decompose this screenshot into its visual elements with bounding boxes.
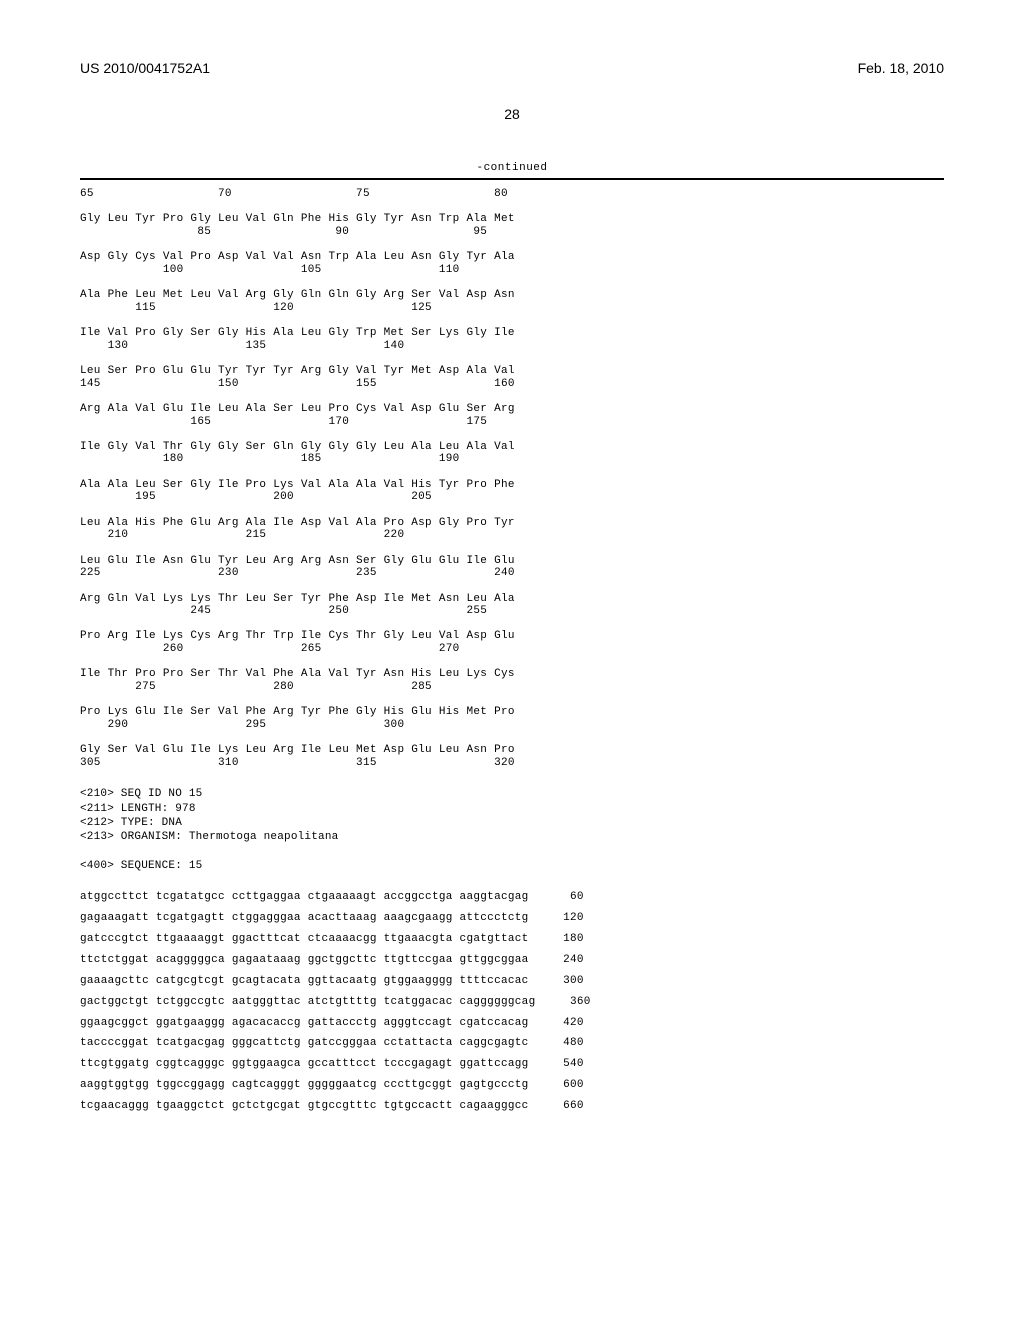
publication-number: US 2010/0041752A1 xyxy=(80,60,210,76)
continued-label: -continued xyxy=(80,162,944,174)
blank-row xyxy=(80,390,944,403)
position-row: 145 150 155 160 xyxy=(80,378,944,391)
amino-acid-row: Arg Ala Val Glu Ile Leu Ala Ser Leu Pro … xyxy=(80,403,944,416)
divider xyxy=(80,178,944,180)
position-row: 195 200 205 xyxy=(80,491,944,504)
position-row: 225 230 235 240 xyxy=(80,567,944,580)
position-row: 85 90 95 xyxy=(80,226,944,239)
position-row: 260 265 270 xyxy=(80,643,944,656)
position-row: 180 185 190 xyxy=(80,453,944,466)
dna-row: aaggtggtgg tggccggagg cagtcagggt gggggaa… xyxy=(80,1075,944,1096)
position-row: 275 280 285 xyxy=(80,681,944,694)
position-row-first: 65 70 75 80 xyxy=(80,188,944,201)
blank-row xyxy=(80,618,944,631)
publication-date: Feb. 18, 2010 xyxy=(858,60,944,76)
blank-row xyxy=(80,466,944,479)
dna-row: ttctctggat acagggggca gagaataaag ggctggc… xyxy=(80,950,944,971)
blank-row xyxy=(80,314,944,327)
blank-row xyxy=(80,428,944,441)
amino-acid-row: Leu Ala His Phe Glu Arg Ala Ile Asp Val … xyxy=(80,517,944,530)
amino-acid-row: Ala Ala Leu Ser Gly Ile Pro Lys Val Ala … xyxy=(80,479,944,492)
dna-sequence-block: atggccttct tcgatatgcc ccttgaggaa ctgaaaa… xyxy=(80,887,944,1117)
dna-row: gagaaagatt tcgatgagtt ctggagggaa acactta… xyxy=(80,908,944,929)
dna-row: atggccttct tcgatatgcc ccttgaggaa ctgaaaa… xyxy=(80,887,944,908)
amino-acid-row: Ile Val Pro Gly Ser Gly His Ala Leu Gly … xyxy=(80,327,944,340)
blank-row xyxy=(80,504,944,517)
amino-acid-row: Pro Arg Ile Lys Cys Arg Thr Trp Ile Cys … xyxy=(80,630,944,643)
protein-sequence-block: Gly Leu Tyr Pro Gly Leu Val Gln Phe His … xyxy=(80,201,944,770)
dna-row: gaaaagcttc catgcgtcgt gcagtacata ggttaca… xyxy=(80,971,944,992)
dna-row: ggaagcggct ggatgaaggg agacacaccg gattacc… xyxy=(80,1013,944,1034)
blank-row xyxy=(80,580,944,593)
dna-row: gactggctgt tctggccgtc aatgggttac atctgtt… xyxy=(80,992,944,1013)
amino-acid-row: Leu Glu Ile Asn Glu Tyr Leu Arg Arg Asn … xyxy=(80,555,944,568)
position-row: 115 120 125 xyxy=(80,302,944,315)
dna-row: gatcccgtct ttgaaaaggt ggactttcat ctcaaaa… xyxy=(80,929,944,950)
blank-row xyxy=(80,201,944,214)
amino-acid-row: Gly Ser Val Glu Ile Lys Leu Arg Ile Leu … xyxy=(80,744,944,757)
amino-acid-row: Ile Gly Val Thr Gly Gly Ser Gln Gly Gly … xyxy=(80,441,944,454)
position-row: 305 310 315 320 xyxy=(80,757,944,770)
blank-row xyxy=(80,656,944,669)
dna-row: taccccggat tcatgacgag gggcattctg gatccgg… xyxy=(80,1033,944,1054)
position-row: 130 135 140 xyxy=(80,340,944,353)
amino-acid-row: Asp Gly Cys Val Pro Asp Val Val Asn Trp … xyxy=(80,251,944,264)
page-number: 28 xyxy=(80,106,944,122)
position-row: 210 215 220 xyxy=(80,529,944,542)
amino-acid-row: Arg Gln Val Lys Lys Thr Leu Ser Tyr Phe … xyxy=(80,593,944,606)
blank-row xyxy=(80,352,944,365)
position-row: 100 105 110 xyxy=(80,264,944,277)
blank-row xyxy=(80,694,944,707)
dna-row: tcgaacaggg tgaaggctct gctctgcgat gtgccgt… xyxy=(80,1096,944,1117)
blank-row xyxy=(80,542,944,555)
page-header: US 2010/0041752A1 Feb. 18, 2010 xyxy=(80,60,944,76)
blank-row xyxy=(80,732,944,745)
position-row: 245 250 255 xyxy=(80,605,944,618)
position-row: 290 295 300 xyxy=(80,719,944,732)
amino-acid-row: Ala Phe Leu Met Leu Val Arg Gly Gln Gln … xyxy=(80,289,944,302)
blank-row xyxy=(80,276,944,289)
amino-acid-row: Pro Lys Glu Ile Ser Val Phe Arg Tyr Phe … xyxy=(80,706,944,719)
amino-acid-row: Ile Thr Pro Pro Ser Thr Val Phe Ala Val … xyxy=(80,668,944,681)
dna-row: ttcgtggatg cggtcagggc ggtggaagca gccattt… xyxy=(80,1054,944,1075)
position-row: 165 170 175 xyxy=(80,416,944,429)
amino-acid-row: Leu Ser Pro Glu Glu Tyr Tyr Tyr Arg Gly … xyxy=(80,365,944,378)
blank-row xyxy=(80,239,944,252)
sequence-metadata: <210> SEQ ID NO 15 <211> LENGTH: 978 <21… xyxy=(80,787,944,873)
amino-acid-row: Gly Leu Tyr Pro Gly Leu Val Gln Phe His … xyxy=(80,213,944,226)
